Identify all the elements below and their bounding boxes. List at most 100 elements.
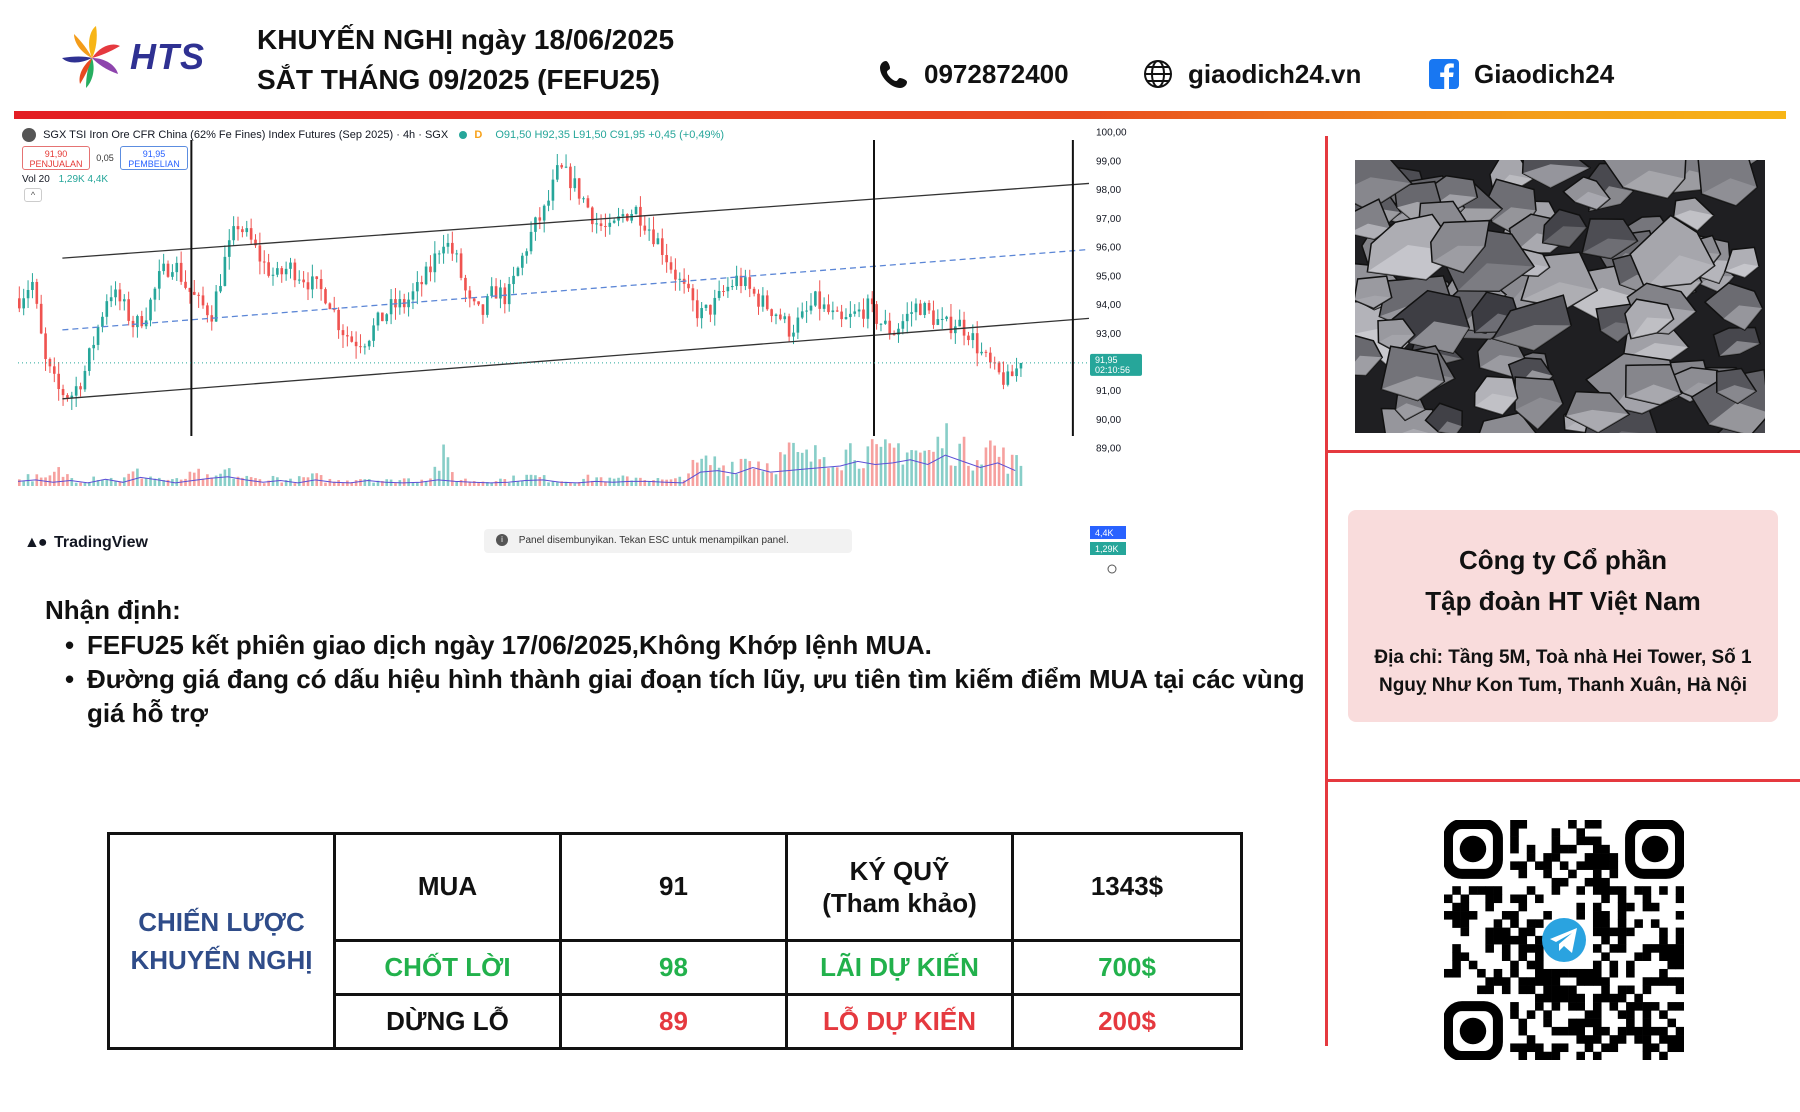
candle-body [157, 271, 161, 289]
qr-module [1485, 902, 1494, 912]
candle-body [249, 228, 253, 240]
candle-body [311, 276, 314, 290]
qr-module [1576, 902, 1585, 912]
volume-bar [967, 465, 970, 486]
volume-bar [1010, 454, 1014, 486]
qr-module [1642, 894, 1652, 904]
qr-module [1626, 1010, 1635, 1019]
market-status-icon [459, 131, 468, 139]
candle-body [914, 303, 918, 313]
qr-module [1493, 919, 1503, 928]
candle-body [258, 245, 262, 262]
qr-module [1592, 1026, 1602, 1036]
candle-body [709, 304, 712, 315]
qr-module [1675, 1026, 1685, 1036]
candle-body [538, 217, 542, 221]
qr-module [1477, 886, 1486, 895]
qr-module [1642, 1010, 1652, 1019]
candle-body [140, 316, 144, 327]
qr-module [1642, 1051, 1652, 1061]
telegram-qr-code[interactable] [1443, 819, 1686, 1062]
volume-bar [945, 423, 948, 486]
volume-bar [940, 448, 944, 486]
candle-body [822, 304, 826, 309]
website-contact[interactable]: giaodich24.vn [1142, 58, 1361, 90]
qr-module [1485, 944, 1494, 953]
candle-body [424, 266, 428, 285]
qr-module [1592, 1002, 1602, 1011]
candle-body [175, 262, 179, 273]
candle-body [411, 291, 415, 300]
volume-bar [757, 461, 760, 486]
volume-bar [114, 481, 117, 486]
qr-module [1460, 927, 1470, 937]
ore-lump-highlight [1673, 210, 1714, 231]
qr-module [1535, 993, 1544, 1003]
candle-body [542, 205, 546, 221]
candle-body [284, 268, 288, 275]
candle-body [691, 288, 695, 301]
volume-bar [175, 478, 179, 486]
volume-bar [74, 482, 78, 486]
qr-module [1477, 968, 1486, 978]
buy-button[interactable]: 91,95 PEMBELIAN [120, 146, 188, 170]
qr-module [1617, 911, 1627, 920]
candle-body [26, 290, 30, 299]
qr-module [1510, 1043, 1519, 1053]
qr-module [1617, 1035, 1627, 1044]
volume-bar [647, 481, 651, 486]
volume-bar [875, 444, 878, 486]
spread-value: 0,05 [96, 153, 114, 163]
ore-lump-highlight [1378, 334, 1415, 353]
ore-lump-highlight [1688, 259, 1730, 284]
volume-bar [477, 482, 480, 486]
ore-lump [1355, 198, 1392, 240]
ore-lump-highlight [1492, 325, 1572, 351]
phone-contact[interactable]: 0972872400 [878, 58, 1069, 90]
qr-module [1543, 1051, 1552, 1061]
ore-lump-highlight [1701, 178, 1758, 206]
candle-body [884, 320, 887, 324]
candle-body [385, 314, 389, 322]
candle-body [617, 216, 620, 221]
iron-ore-image [1355, 160, 1765, 433]
candle-body [477, 301, 480, 305]
candle-body [324, 289, 327, 304]
qr-module [1526, 1035, 1536, 1044]
candle-body [280, 268, 284, 275]
expected-loss-label-cell: LỖ DỰ KIẾN [785, 992, 1014, 1051]
candle-body [464, 277, 467, 291]
qr-module [1626, 1026, 1635, 1036]
y-axis-tick-label: 99,00 [1096, 156, 1121, 167]
channel-upper-line [62, 182, 1090, 259]
collapse-legend-button[interactable]: ^ [24, 188, 42, 202]
ore-lump [1712, 326, 1761, 358]
volume-bar [433, 466, 437, 486]
facebook-contact[interactable]: Giaodich24 [1428, 58, 1614, 90]
volume-bar [643, 480, 647, 486]
qr-module [1659, 952, 1668, 961]
candle-body [337, 309, 340, 331]
volume-bar [127, 473, 130, 486]
qr-module [1518, 1051, 1528, 1061]
qr-module [1551, 993, 1561, 1003]
volume-bar [573, 483, 577, 486]
candle-body [897, 328, 900, 335]
candle-body [534, 217, 537, 232]
volume-bar [770, 472, 773, 486]
qr-module [1609, 861, 1619, 870]
qr-module [1518, 861, 1528, 870]
candle-body [945, 316, 948, 319]
volume-bar [949, 465, 953, 486]
volume-bar [101, 479, 104, 486]
candle-body [529, 231, 533, 252]
channel-lower-line [62, 317, 1090, 400]
qr-module [1626, 927, 1635, 937]
candle-body [420, 282, 424, 285]
qr-module [1485, 985, 1494, 995]
ore-lump-highlight [1381, 376, 1445, 401]
volume-bar [232, 478, 235, 486]
volume-bar [993, 445, 997, 486]
sell-button[interactable]: 91,90 PENJUALAN [22, 146, 90, 170]
qr-module [1543, 853, 1552, 862]
